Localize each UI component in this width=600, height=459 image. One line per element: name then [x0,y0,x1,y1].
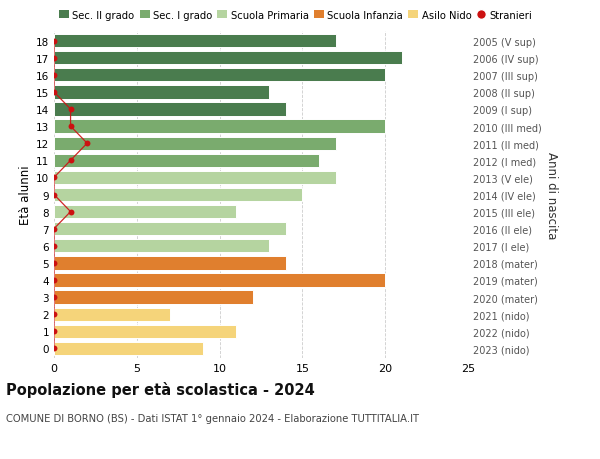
Bar [54,120,385,134]
Y-axis label: Anni di nascita: Anni di nascita [545,151,558,239]
Point [66,157,76,165]
Point [66,123,76,130]
Bar [54,52,402,65]
Point [49,38,59,45]
Point [49,260,59,267]
Y-axis label: Età alunni: Età alunni [19,165,32,225]
Point [49,277,59,284]
Point [49,311,59,318]
Bar [54,257,286,270]
Bar [54,171,335,185]
Point [66,106,76,113]
Bar [54,206,236,219]
Point [82,140,92,147]
Point [49,55,59,62]
Bar [54,223,286,236]
Bar [54,35,335,48]
Legend: Sec. II grado, Sec. I grado, Scuola Primaria, Scuola Infanzia, Asilo Nido, Stran: Sec. II grado, Sec. I grado, Scuola Prim… [59,11,533,21]
Point [66,208,76,216]
Point [49,345,59,353]
Bar [54,103,286,117]
Bar [54,189,302,202]
Point [49,174,59,182]
Point [49,191,59,199]
Text: Popolazione per età scolastica - 2024: Popolazione per età scolastica - 2024 [6,381,315,397]
Point [49,72,59,79]
Point [49,225,59,233]
Bar [54,325,236,338]
Bar [54,342,203,355]
Bar [54,240,269,253]
Bar [54,69,385,82]
Text: COMUNE DI BORNO (BS) - Dati ISTAT 1° gennaio 2024 - Elaborazione TUTTITALIA.IT: COMUNE DI BORNO (BS) - Dati ISTAT 1° gen… [6,413,419,423]
Point [49,294,59,301]
Bar [54,137,335,151]
Bar [54,154,319,168]
Bar [54,308,170,321]
Bar [54,291,253,304]
Bar [54,274,385,287]
Point [49,243,59,250]
Point [49,328,59,335]
Point [49,89,59,96]
Bar [54,86,269,99]
